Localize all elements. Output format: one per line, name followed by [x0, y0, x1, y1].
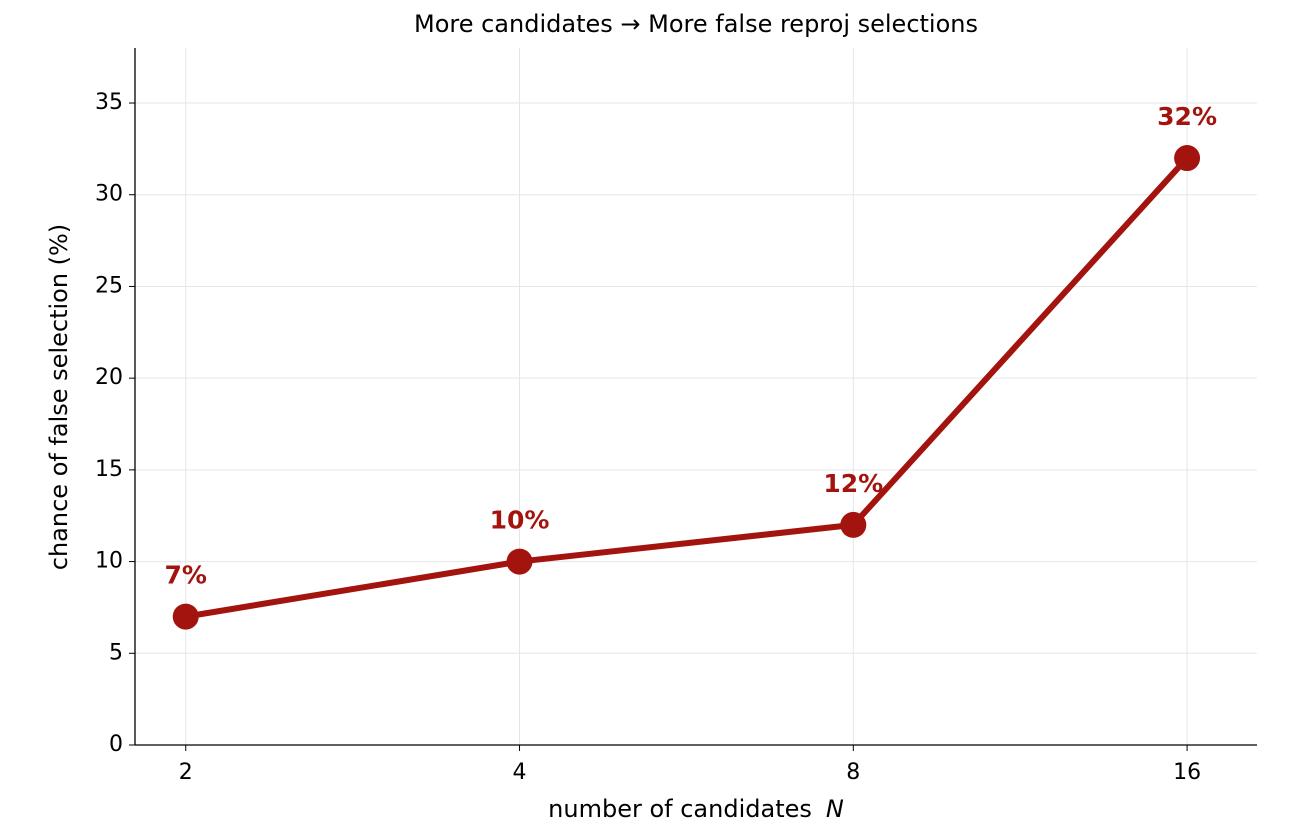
point	[506, 548, 533, 575]
point	[172, 603, 199, 630]
y-tick-label: 25	[95, 273, 123, 298]
x-tick-label: 2	[179, 760, 193, 785]
value-label: 7%	[165, 561, 207, 590]
y-tick-label: 30	[95, 182, 123, 207]
line	[185, 156, 1190, 620]
x-tick-label: 8	[846, 760, 860, 785]
y-tick-label: 5	[109, 640, 123, 665]
point	[1174, 145, 1201, 172]
x-axis-label-symbol: N	[826, 795, 844, 823]
x-axis-label-text: number of candidates	[548, 795, 812, 823]
value-label: 12%	[823, 469, 883, 498]
y-tick-label: 15	[95, 457, 123, 482]
point	[840, 511, 867, 538]
y-tick-label: 35	[95, 90, 123, 115]
x-axis-label: number of candidates N	[548, 795, 844, 823]
y-tick-label: 20	[95, 365, 123, 390]
x-tick-label: 16	[1173, 760, 1201, 785]
value-label: 10%	[490, 506, 550, 535]
chart-title: More candidates → More false reproj sele…	[414, 10, 978, 38]
y-tick-label: 0	[109, 732, 123, 757]
value-label: 32%	[1157, 102, 1217, 131]
y-axis-label: chance of false selection (%)	[45, 224, 73, 570]
y-tick-label: 10	[95, 549, 123, 574]
x-tick-label: 4	[513, 760, 527, 785]
